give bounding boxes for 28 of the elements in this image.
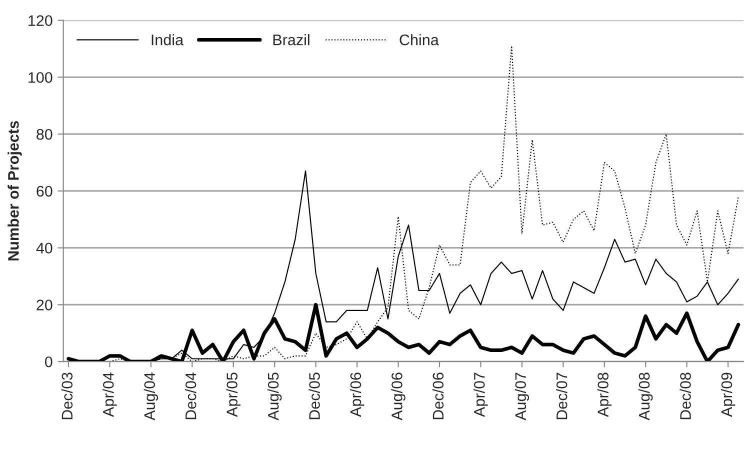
- y-axis-title: Number of Projects: [8, 121, 22, 260]
- legend-label: China: [400, 34, 439, 46]
- x-tick-label: Dec/06: [432, 372, 444, 420]
- x-tick-label: Dec/08: [680, 372, 691, 420]
- x-tick-label: Apr/08: [597, 372, 612, 417]
- x-tick-label: Apr/06: [350, 372, 364, 417]
- y-tick-label: 120: [28, 15, 52, 26]
- legend-label: Brazil: [273, 34, 310, 46]
- x-tick-label: Aug/07: [514, 372, 530, 420]
- y-tick-label: 0: [45, 356, 52, 368]
- x-tick-label: Apr/09: [720, 372, 736, 417]
- x-tick-label: Aug/04: [144, 372, 158, 420]
- x-tick-label: Aug/05: [267, 372, 282, 420]
- x-tick-label: Apr/05: [226, 372, 240, 417]
- y-tick-label: 60: [36, 186, 52, 197]
- x-tick-label: Dec/07: [556, 372, 568, 420]
- x-tick-label: Apr/07: [474, 372, 488, 417]
- y-tick-label: 40: [36, 242, 52, 254]
- legend-label: India: [152, 34, 184, 46]
- x-tick-label: Dec/04: [185, 372, 196, 420]
- y-tick-label: 80: [36, 128, 52, 140]
- x-tick-label: Apr/04: [102, 372, 117, 417]
- x-tick-label: Dec/03: [61, 372, 73, 420]
- x-tick-label: Aug/08: [638, 372, 653, 420]
- x-tick-label: Aug/06: [391, 372, 406, 420]
- x-tick-label: Dec/05: [308, 372, 320, 420]
- y-tick-label: 100: [28, 72, 52, 83]
- y-tick-label: 20: [36, 300, 52, 310]
